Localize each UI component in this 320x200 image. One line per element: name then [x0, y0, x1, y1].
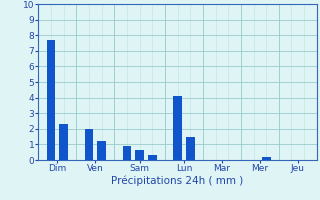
Bar	[59, 124, 68, 160]
Bar	[47, 40, 55, 160]
Bar	[84, 129, 93, 160]
Bar	[262, 157, 271, 160]
X-axis label: Précipitations 24h ( mm ): Précipitations 24h ( mm )	[111, 176, 244, 186]
Bar	[123, 146, 132, 160]
Bar	[97, 141, 106, 160]
Bar	[173, 96, 182, 160]
Bar	[186, 137, 195, 160]
Bar	[148, 155, 157, 160]
Bar	[135, 150, 144, 160]
